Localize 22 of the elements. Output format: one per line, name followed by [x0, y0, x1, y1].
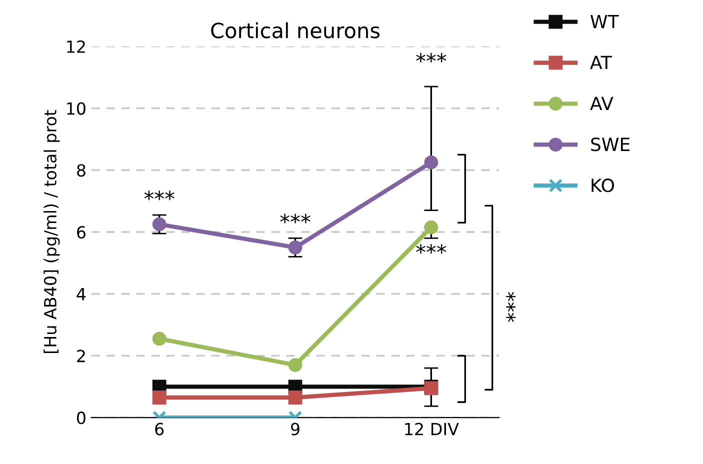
y-tick-label: 2 [77, 350, 85, 362]
y-tick-label: 0 [77, 412, 86, 424]
y-tick-label: 4 [76, 288, 86, 300]
y-tick-label: 8 [77, 164, 86, 177]
annotation: *** [416, 244, 446, 254]
annotation: *** [416, 52, 446, 62]
text: *** [506, 292, 516, 322]
y-tick-label: 10 [67, 102, 86, 115]
x-tick-label: 6 [155, 422, 164, 436]
legend-label: SWE [591, 138, 630, 152]
y-tick-label: 6 [77, 226, 86, 239]
x-tick-label: 9 [291, 422, 300, 436]
legend-label: AT [590, 56, 612, 70]
chart-title: Cortical neurons [211, 22, 380, 38]
legend-label: WT [590, 14, 619, 28]
legend-label: AV [590, 96, 614, 110]
annotation: *** [144, 190, 174, 200]
y-axis-title: [Hu AB40] (pg/ml) / total prot [44, 110, 60, 353]
legend-label: KO [592, 178, 614, 192]
y-tick-label: 12 [67, 40, 85, 53]
annotation: *** [280, 214, 310, 224]
x-tick-label: 12 DIV [405, 422, 459, 436]
